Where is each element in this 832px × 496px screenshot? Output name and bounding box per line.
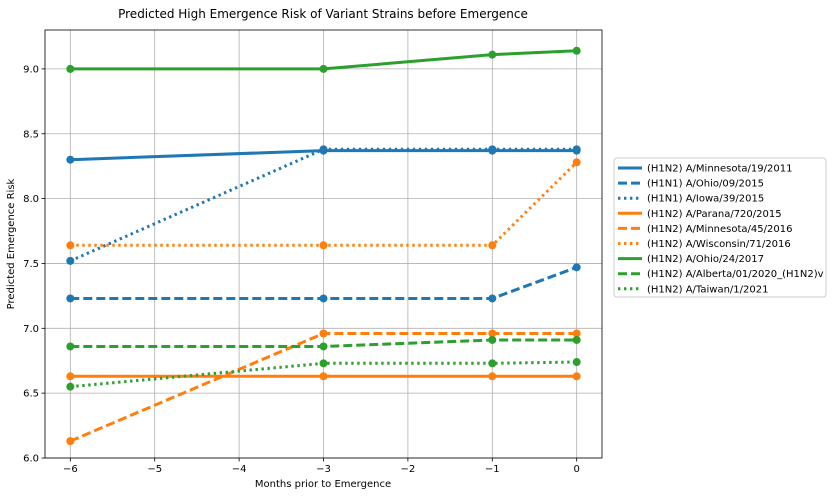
data-point [66, 382, 75, 391]
series-line [70, 161, 578, 247]
legend-label: (H1N2) A/Minnesota/19/2011 [647, 164, 792, 175]
x-tick-label: −6 [63, 464, 78, 475]
y-tick-label: 6.5 [23, 389, 39, 400]
data-point [66, 256, 75, 265]
data-point [488, 145, 497, 154]
legend: (H1N2) A/Minnesota/19/2011 (H1N1) A/Ohio/… [613, 157, 827, 298]
data-point [319, 145, 328, 154]
legend-label: (H1N2) A/Ohio/24/2017 [647, 254, 764, 265]
y-tick-label: 7.5 [23, 259, 39, 270]
series-7 [66, 335, 581, 351]
series-line [70, 49, 577, 71]
legend-label: (H1N2) A/Parana/720/2015 [647, 209, 782, 220]
data-point [66, 155, 75, 164]
legend-item: (H1N1) A/Ohio/09/2015 [618, 179, 764, 190]
legend-item: (H1N2) A/Wisconsin/71/2016 [618, 239, 791, 250]
data-point [572, 358, 581, 367]
data-point [572, 329, 581, 338]
legend-label: (H1N2) A/Alberta/01/2020_(H1N2)v [647, 269, 824, 280]
series-4 [66, 329, 581, 446]
data-point [319, 294, 328, 303]
x-tick-label: −4 [232, 464, 247, 475]
y-tick-label: 7.0 [23, 324, 39, 335]
y-axis-title: Predicted Emergence Risk [6, 178, 17, 309]
legend-item: (H1N2) A/Taiwan/1/2021 [618, 284, 768, 295]
x-tick-label: −1 [485, 464, 500, 475]
data-point [572, 158, 581, 167]
legend-item: (H1N1) A/Iowa/39/2015 [618, 194, 764, 205]
y-tick-label: 9.0 [23, 64, 39, 75]
legend-item: (H1N2) A/Ohio/24/2017 [618, 254, 764, 265]
data-point [488, 359, 497, 368]
data-point [319, 342, 328, 351]
data-point [66, 372, 75, 381]
data-point [488, 372, 497, 381]
data-point [66, 64, 75, 73]
y-tick-label: 6.0 [23, 454, 39, 465]
axis-ticks: −6 −5 −4 −3 −2 −1 0 6.0 6.5 7.0 7.5 8.0 8.5 9.0 [23, 64, 580, 475]
y-tick-label: 8.5 [23, 129, 39, 140]
data-point [66, 294, 75, 303]
legend-item: (H1N2) A/Parana/720/2015 [618, 209, 782, 220]
chart-title: Predicted High Emergence Risk of Variant… [118, 7, 528, 21]
data-point [319, 241, 328, 250]
x-tick-label: −2 [401, 464, 416, 475]
legend-items: (H1N2) A/Minnesota/19/2011 (H1N1) A/Ohio/… [618, 164, 824, 295]
data-point [572, 372, 581, 381]
y-tick-label: 8.0 [23, 194, 39, 205]
series-line [70, 360, 577, 389]
legend-label: (H1N1) A/Iowa/39/2015 [647, 194, 764, 205]
data-point [572, 263, 581, 272]
data-point [488, 335, 497, 344]
series-8 [66, 358, 581, 391]
data-point [66, 241, 75, 250]
data-point [488, 50, 497, 59]
data-point [488, 329, 497, 338]
legend-item: (H1N2) A/Alberta/01/2020_(H1N2)v [618, 269, 824, 280]
data-point [488, 241, 497, 250]
series-1 [66, 263, 581, 303]
legend-frame [613, 157, 827, 298]
x-tick-label: −5 [147, 464, 162, 475]
series-lines [66, 46, 581, 446]
data-point [319, 372, 328, 381]
data-point [319, 329, 328, 338]
data-point [572, 145, 581, 154]
series-5 [66, 158, 581, 250]
legend-item: (H1N2) A/Minnesota/19/2011 [618, 164, 792, 175]
x-axis-title: Months prior to Emergence [255, 479, 391, 490]
legend-item: (H1N2) A/Minnesota/45/2016 [618, 224, 792, 235]
data-point [319, 359, 328, 368]
x-tick-label: 0 [573, 464, 579, 475]
series-line [69, 147, 577, 263]
data-point [319, 64, 328, 73]
data-point [572, 46, 581, 55]
data-point [66, 437, 75, 446]
legend-label: (H1N1) A/Ohio/09/2015 [647, 179, 764, 190]
series-6 [66, 46, 581, 73]
data-point [66, 342, 75, 351]
series-2 [66, 145, 581, 265]
data-point [488, 294, 497, 303]
data-point [572, 335, 581, 344]
x-tick-label: −3 [316, 464, 331, 475]
legend-label: (H1N2) A/Wisconsin/71/2016 [647, 239, 791, 250]
series-line [69, 332, 577, 443]
legend-label: (H1N2) A/Taiwan/1/2021 [647, 284, 768, 295]
legend-label: (H1N2) A/Minnesota/45/2016 [647, 224, 792, 235]
